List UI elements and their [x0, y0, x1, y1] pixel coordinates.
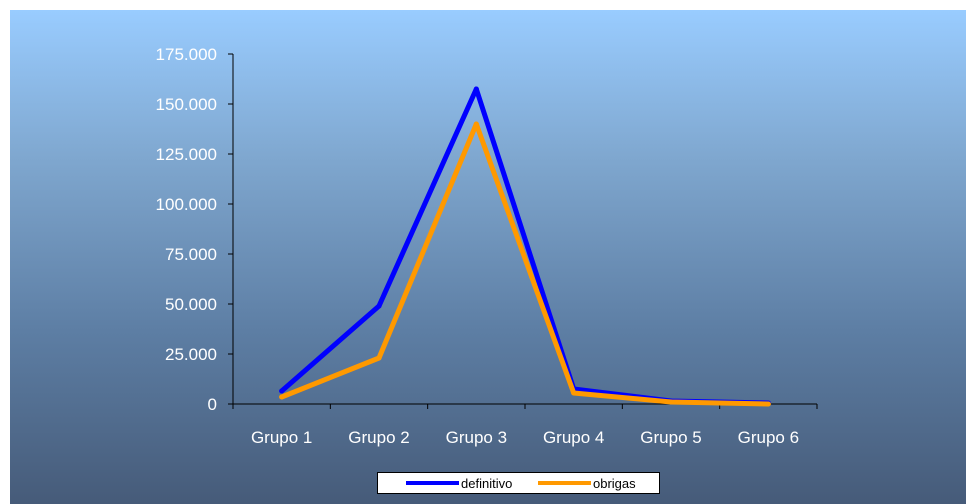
data-point-obrigas	[765, 401, 771, 407]
data-point-obrigas	[473, 121, 479, 127]
legend-label-obrigas: obrigas	[593, 475, 636, 491]
y-tick-label: 50.000	[165, 295, 217, 314]
y-tick-label: 150.000	[156, 95, 217, 114]
x-tick-label: Grupo 1	[251, 428, 312, 447]
legend-item-definitivo: definitivo	[406, 473, 512, 493]
y-tick-label: 175.000	[156, 45, 217, 64]
y-axis: 0 25.000 50.000 75.000 100.000 125.000 150.000…	[156, 45, 234, 414]
y-tick-label: 125.000	[156, 145, 217, 164]
x-tick-label: Grupo 3	[446, 428, 507, 447]
series-line-definitivo	[279, 86, 771, 406]
legend-swatch-obrigas	[538, 481, 591, 485]
data-point-obrigas	[279, 394, 285, 400]
x-axis: Grupo 1 Grupo 2 Grupo 3 Grupo 4 Grupo 5 Grupo…	[232, 403, 818, 447]
legend-swatch-definitivo	[406, 481, 459, 485]
legend-label-definitivo: definitivo	[461, 475, 513, 491]
x-tick-label: Grupo 4	[543, 428, 604, 447]
y-tick-label: 25.000	[165, 345, 217, 364]
data-point-obrigas	[571, 390, 577, 396]
data-point-definitivo	[376, 303, 382, 309]
x-tick-label: Grupo 6	[738, 428, 799, 447]
y-tick-label: 0	[208, 395, 217, 414]
series-line-obrigas	[279, 121, 771, 407]
legend: definitivo obrigas	[377, 472, 660, 494]
y-tick-label: 100.000	[156, 195, 217, 214]
series-lines	[279, 86, 771, 407]
chart-area	[10, 10, 966, 504]
y-tick-label: 75.000	[165, 245, 217, 264]
data-point-obrigas	[376, 355, 382, 361]
x-tick-label: Grupo 2	[348, 428, 409, 447]
data-point-definitivo	[279, 388, 285, 394]
data-point-obrigas	[668, 399, 674, 405]
data-point-definitivo	[473, 86, 479, 92]
legend-item-obrigas: obrigas	[538, 473, 636, 493]
x-tick-label: Grupo 5	[640, 428, 701, 447]
